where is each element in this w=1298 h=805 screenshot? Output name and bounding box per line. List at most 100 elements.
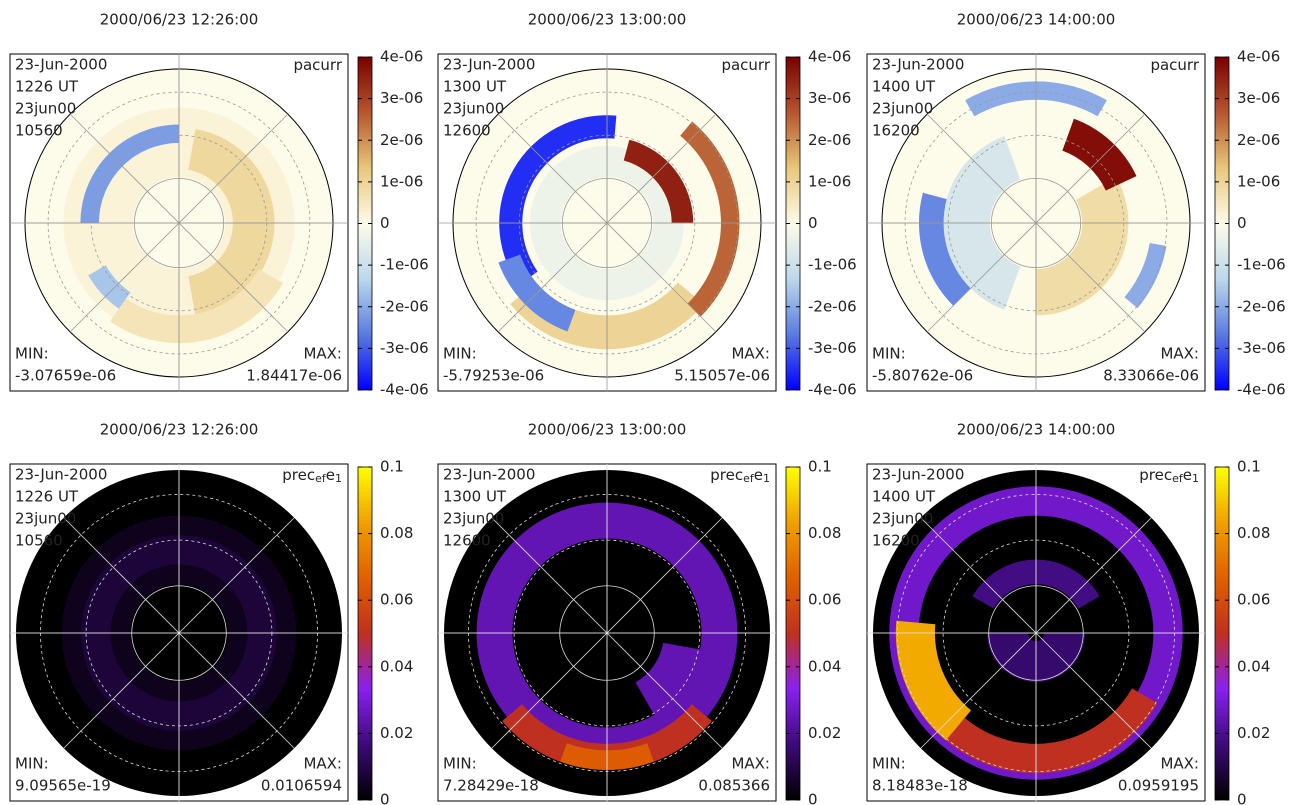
panel-title: 2000/06/23 12:26:00 [100,11,259,29]
colorbar-tick-label: 4e-06 [380,48,423,66]
info-text: 10560 [15,532,63,550]
min-value: -5.79253e-06 [443,367,544,385]
colorbar-tick-label: 3e-06 [380,89,423,107]
info-text: 1400 UT [872,78,936,96]
info-text: 12600 [443,532,491,550]
colorbar-tick-label: -2e-06 [380,297,429,315]
figure: 2000/06/23 12:26:00 23-Jun-2000 1226 UT 23j… [0,0,1298,805]
panel-title: 2000/06/23 14:00:00 [957,11,1116,29]
info-text: 23-Jun-2000 [872,56,964,74]
colorbar-tick-label: -2e-06 [808,297,857,315]
info-text: 10560 [15,122,63,140]
colorbar-tick-label: 0 [380,214,390,232]
info-text: 23-Jun-2000 [872,466,964,484]
colorbar-tick-label: 1e-06 [380,172,423,190]
variable-label: precefe1 [710,466,770,486]
variable-text: e [326,466,335,484]
colorbar-tick-label: 0.1 [380,458,404,476]
max-value: 8.33066e-06 [1103,367,1199,385]
info-text: 23jun00 [872,100,933,118]
colorbar-tick-label: 0.02 [808,724,841,742]
colorbar-tick-label: 0 [380,791,390,805]
variable-label: pacurr [293,56,342,74]
max-value: 0.0106594 [261,777,342,795]
max-label: MAX: [731,755,770,773]
max-label: MAX: [1160,345,1199,363]
info-text: 1300 UT [443,488,507,506]
colorbar-tick-label: 0.06 [380,591,413,609]
max-label: MAX: [1160,755,1199,773]
min-value: 7.28429e-18 [443,777,539,795]
colorbar-tick-label: 0 [808,791,818,805]
colorbar [786,467,800,800]
colorbar-tick-label: -3e-06 [1237,339,1286,357]
min-value: 9.09565e-19 [15,777,111,795]
colorbar-tick-label: 0.04 [808,657,841,675]
colorbar-tick-label: -3e-06 [380,339,429,357]
colorbar-tick-label: -1e-06 [380,256,429,274]
variable-text: e [1183,466,1192,484]
variable-text: pacurr [293,56,342,74]
variable-subscript: 1 [335,472,342,485]
min-value: -5.80762e-06 [872,367,973,385]
min-label: MIN: [15,345,49,363]
colorbar-tick-label: 0.02 [1237,724,1270,742]
colorbar-tick-label: 0.08 [808,524,841,542]
info-text: 23jun00 [15,510,76,528]
min-label: MIN: [872,345,906,363]
max-label: MAX: [731,345,770,363]
min-label: MIN: [872,755,906,773]
panel-title: 2000/06/23 13:00:00 [528,11,687,29]
variable-label: precefe1 [1139,466,1199,486]
min-label: MIN: [443,755,477,773]
max-value: 0.0959195 [1118,777,1199,795]
info-text: 12600 [443,122,491,140]
colorbar-tick-label: -1e-06 [1237,256,1286,274]
max-label: MAX: [303,755,342,773]
info-text: 16200 [872,122,920,140]
variable-subscript: 1 [763,472,770,485]
info-text: 23-Jun-2000 [443,466,535,484]
info-text: 23jun00 [443,100,504,118]
info-text: 23jun00 [15,100,76,118]
info-text: 23jun00 [443,510,504,528]
colorbar-tick-label: 4e-06 [1237,48,1280,66]
colorbar-tick-label: 0.1 [808,458,832,476]
colorbar-tick-label: 2e-06 [380,131,423,149]
colorbar [1215,467,1229,800]
info-text: 16200 [872,532,920,550]
info-text: 23-Jun-2000 [15,466,107,484]
colorbar-tick-label: -4e-06 [1237,381,1286,399]
info-text: 23-Jun-2000 [15,56,107,74]
max-label: MAX: [303,345,342,363]
colorbar-tick-label: 0 [1237,791,1247,805]
info-text: 1226 UT [15,488,79,506]
colorbar-tick-label: 1e-06 [808,172,851,190]
info-text: 23-Jun-2000 [443,56,535,74]
colorbar-tick-label: -1e-06 [808,256,857,274]
colorbar-tick-label: 2e-06 [808,131,851,149]
variable-label: pacurr [1150,56,1199,74]
panel-title: 2000/06/23 12:26:00 [100,421,259,439]
colorbar-tick-label: -4e-06 [380,381,429,399]
variable-text: prec [710,466,743,484]
panel-title: 2000/06/23 14:00:00 [957,421,1116,439]
info-text: 1400 UT [872,488,936,506]
max-value: 5.15057e-06 [674,367,770,385]
colorbar-tick-label: 0 [1237,214,1247,232]
colorbar [358,467,372,800]
max-value: 0.085366 [698,777,770,795]
colorbar-tick-label: 0.04 [1237,657,1270,675]
variable-label: precefe1 [282,466,342,486]
colorbar-tick-label: 0 [808,214,818,232]
variable-text: pacurr [1150,56,1199,74]
info-text: 1300 UT [443,78,507,96]
info-text: 23jun00 [872,510,933,528]
colorbar-tick-label: 0.06 [808,591,841,609]
info-text: 1226 UT [15,78,79,96]
variable-text: prec [1139,466,1172,484]
min-value: -3.07659e-06 [15,367,116,385]
colorbar-tick-label: 0.02 [380,724,413,742]
colorbar-tick-label: 4e-06 [808,48,851,66]
colorbar-tick-label: 0.08 [380,524,413,542]
